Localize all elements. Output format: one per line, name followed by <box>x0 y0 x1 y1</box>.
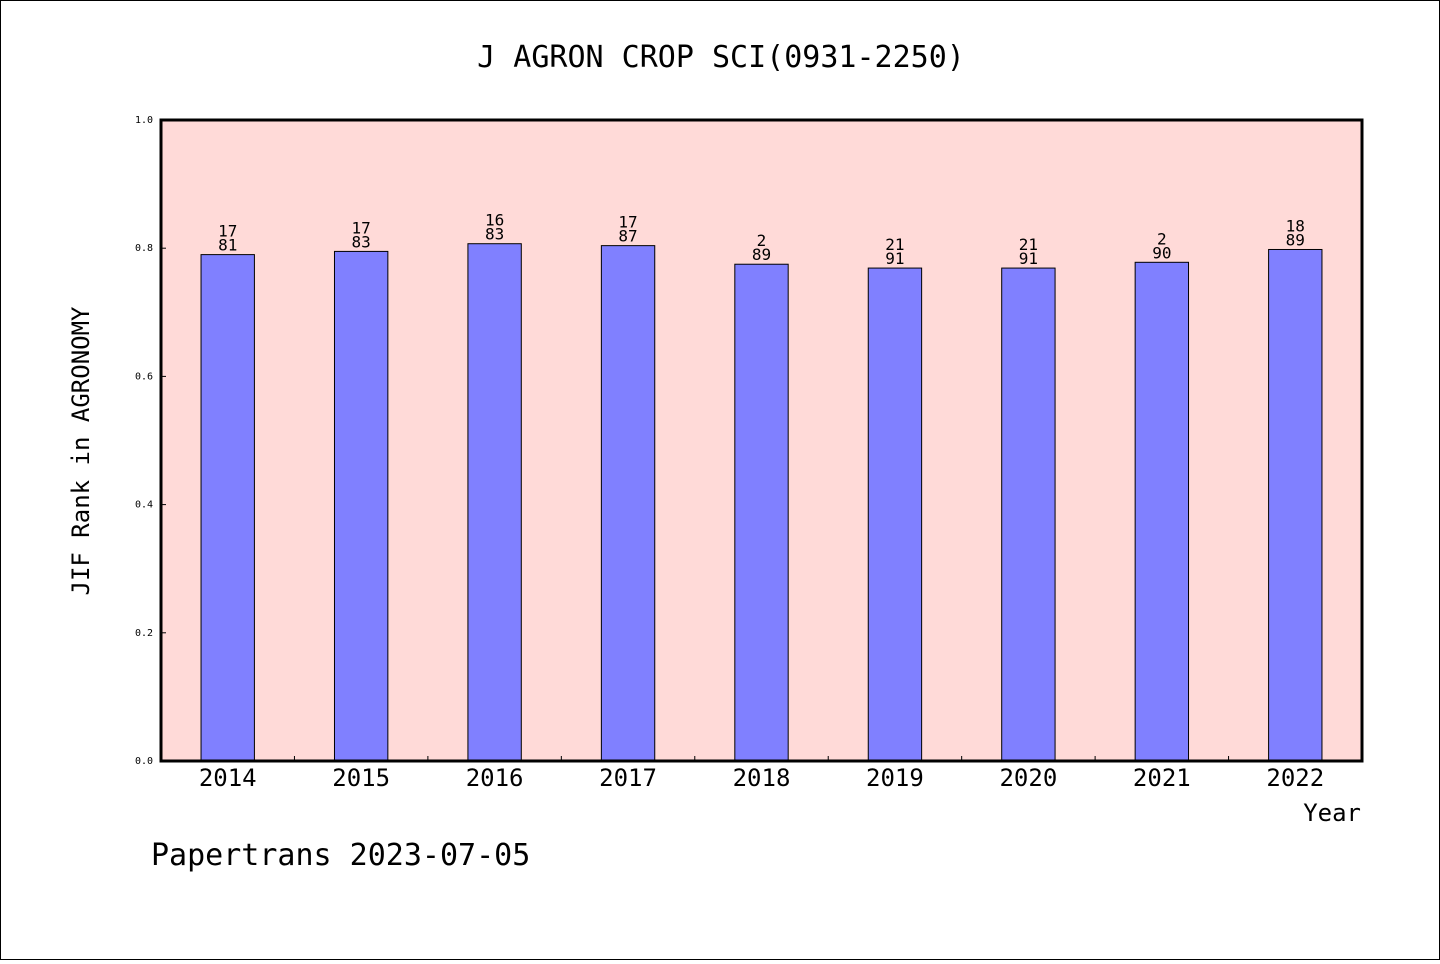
bar <box>1001 267 1056 762</box>
x-tick-label: 2017 <box>599 764 657 792</box>
bar <box>467 243 522 762</box>
bar <box>200 254 255 762</box>
x-tick-label: 2016 <box>466 764 524 792</box>
x-axis-ticks: 2014 2015 2016 2017 2018 2019 2020 2021 2022 <box>199 756 1324 792</box>
data-label-rank: 2 <box>1157 229 1167 248</box>
bars-group <box>200 243 1323 762</box>
data-label-rank: 21 <box>1019 235 1038 254</box>
footer-text: Papertrans 2023-07-05 <box>151 838 530 873</box>
data-label-total: 83 <box>485 225 504 244</box>
chart-title: J AGRON CROP SCI(0931-2250) <box>477 40 965 75</box>
bar <box>600 245 656 762</box>
data-label-rank: 18 <box>1286 216 1305 235</box>
x-tick-label: 2019 <box>866 764 924 792</box>
y-tick-label: 0.8 <box>135 243 153 254</box>
data-label-total: 89 <box>752 245 771 264</box>
y-axis-label: JIF Rank in AGRONOMY <box>67 306 95 596</box>
x-tick-label: 2021 <box>1133 764 1191 792</box>
data-label-total: 89 <box>1286 230 1305 249</box>
data-label-rank: 2 <box>757 231 767 250</box>
x-axis-label: Year <box>1303 799 1361 827</box>
y-tick-label: 0.6 <box>135 371 153 382</box>
bar <box>333 250 389 762</box>
data-label-total: 91 <box>885 249 904 268</box>
x-tick-label: 2020 <box>999 764 1057 792</box>
x-tick-label: 2014 <box>199 764 257 792</box>
data-label-rank: 17 <box>352 218 371 237</box>
x-tick-label: 2018 <box>733 764 791 792</box>
bar <box>734 263 789 762</box>
x-tick-label: 2015 <box>332 764 390 792</box>
y-tick-label: 1.0 <box>135 115 153 126</box>
y-tick-label: 0.4 <box>135 500 153 511</box>
data-label-total: 87 <box>618 227 637 246</box>
data-label-total: 91 <box>1019 249 1038 268</box>
x-tick-label: 2022 <box>1266 764 1324 792</box>
bar <box>1134 261 1190 762</box>
plot-border <box>159 118 1364 763</box>
y-tick-label: 0.0 <box>135 756 153 767</box>
data-label-rank: 16 <box>485 211 504 230</box>
data-label-rank: 17 <box>218 222 237 241</box>
data-label-total: 90 <box>1152 243 1171 262</box>
bar <box>867 267 923 762</box>
data-label-total: 83 <box>352 232 371 251</box>
y-tick-label: 0.2 <box>135 628 153 639</box>
bar <box>1268 248 1323 762</box>
data-label-rank: 17 <box>618 213 637 232</box>
data-label-total: 81 <box>218 236 237 255</box>
data-label-rank: 21 <box>885 235 904 254</box>
